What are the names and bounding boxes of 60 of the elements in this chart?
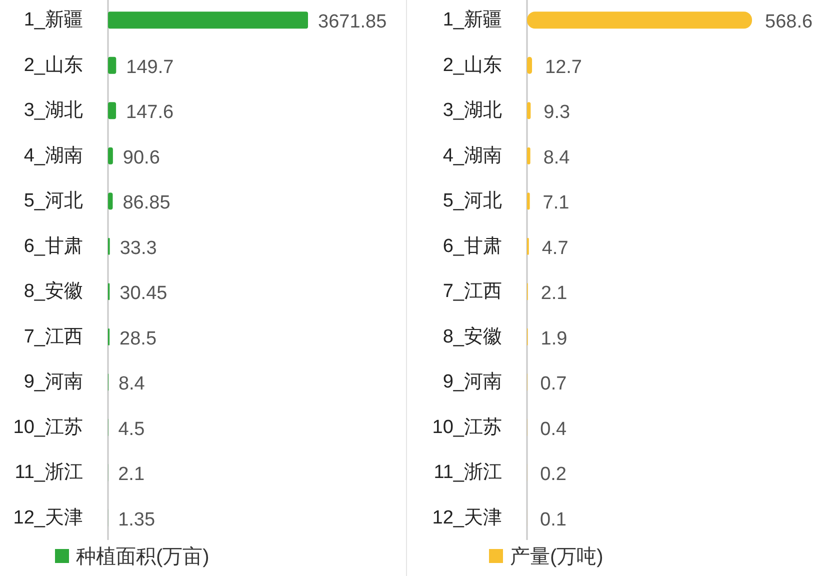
data-label: 0.1 <box>540 509 566 530</box>
y-tick-label: 8_安徽 <box>442 325 502 348</box>
legend-label: 种植面积(万亩) <box>76 546 210 568</box>
y-tick-label: 2_山东 <box>24 54 83 76</box>
bar <box>527 102 531 120</box>
y-tick-label: 9_河南 <box>24 372 83 393</box>
y-tick-label: 9_河南 <box>442 372 502 393</box>
data-label: 3671.85 <box>318 12 387 33</box>
data-label: 0.4 <box>540 418 568 440</box>
y-tick-label: 11_浙江 <box>14 462 83 484</box>
data-label: 8.4 <box>543 147 570 168</box>
data-label: 0.7 <box>540 374 567 395</box>
data-label: 86.85 <box>122 192 170 214</box>
data-label: 30.45 <box>120 283 168 304</box>
bar <box>527 56 532 74</box>
bar <box>108 192 113 210</box>
y-tick-label: 1_新疆 <box>24 8 83 31</box>
y-tick-label: 5_河北 <box>24 190 83 212</box>
data-label: 7.1 <box>542 192 570 214</box>
bar <box>527 147 530 164</box>
y-tick-label: 8_安徽 <box>24 280 83 302</box>
y-tick-label: 7_江西 <box>24 326 83 348</box>
y-tick-label: 4_湖南 <box>442 145 502 166</box>
y-tick-label: 3_湖北 <box>442 100 502 122</box>
data-label: 1.35 <box>118 509 156 530</box>
data-label: 0.2 <box>540 464 566 486</box>
y-tick-label: 1_新疆 <box>442 8 502 31</box>
bar <box>108 147 113 164</box>
data-label: 2.1 <box>118 464 145 486</box>
y-tick-label: 6_甘肃 <box>24 236 83 257</box>
data-label: 9.3 <box>544 102 570 124</box>
y-tick-label: 12_天津 <box>432 507 502 528</box>
data-label: 33.3 <box>120 238 157 259</box>
y-tick-label: 3_湖北 <box>24 100 83 122</box>
data-label: 147.6 <box>126 102 174 124</box>
y-tick-label: 7_江西 <box>442 281 502 302</box>
bar <box>108 12 308 29</box>
y-tick-label: 2_山东 <box>442 54 502 76</box>
data-label: 12.7 <box>545 56 582 78</box>
y-tick-label: 12_天津 <box>13 507 83 528</box>
bar <box>108 102 116 120</box>
data-label: 4.5 <box>118 418 145 440</box>
data-label: 28.5 <box>120 328 157 350</box>
y-tick-label: 10_江苏 <box>13 416 83 438</box>
bar <box>527 192 530 210</box>
data-label: 4.7 <box>542 238 568 259</box>
y-tick-label: 6_甘肃 <box>442 236 502 257</box>
data-label: 90.6 <box>122 147 160 168</box>
bar <box>527 12 752 29</box>
y-tick-label: 5_河北 <box>442 190 502 212</box>
y-tick-label: 4_湖南 <box>24 145 83 166</box>
data-label: 8.4 <box>118 374 146 395</box>
data-label: 1.9 <box>540 328 568 350</box>
y-tick-label: 11_浙江 <box>434 462 502 484</box>
legend-label: 产量(万吨) <box>510 546 604 568</box>
data-label: 568.6 <box>765 12 813 33</box>
bar <box>108 56 116 74</box>
data-label: 149.7 <box>126 56 174 78</box>
y-tick-label: 10_江苏 <box>432 416 502 438</box>
data-label: 2.1 <box>540 283 568 304</box>
